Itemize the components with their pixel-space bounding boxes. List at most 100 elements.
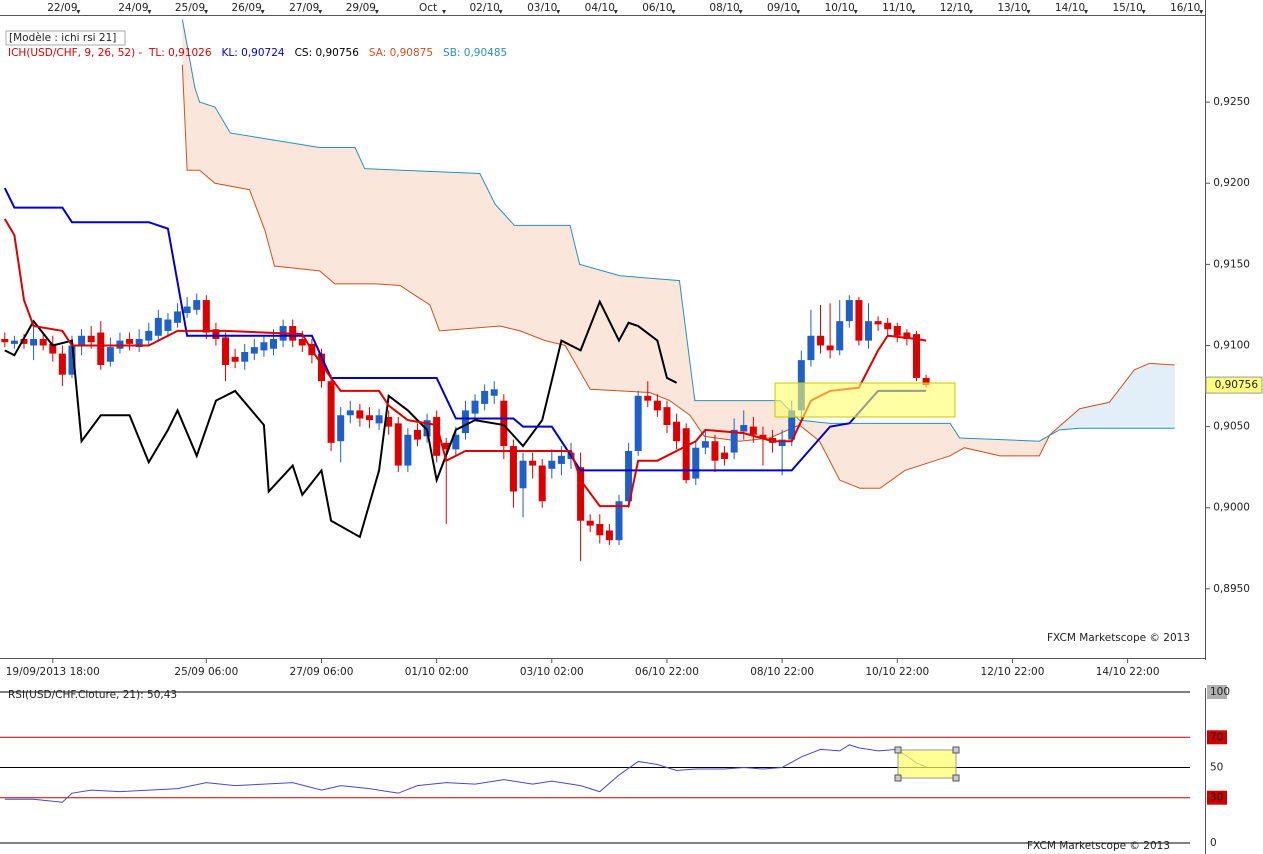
highlight-box	[897, 749, 957, 779]
cloud-fill	[465, 172, 469, 329]
cloud-fill	[347, 147, 351, 284]
cloud-fill	[738, 400, 742, 442]
cloud-fill	[700, 400, 704, 435]
x2-tick-label: 10/10	[825, 2, 855, 14]
cloud-fill	[275, 140, 279, 267]
cloud-fill	[954, 430, 958, 454]
x-tick-label: 08/10 22:00	[750, 666, 814, 678]
cloud-fill	[609, 272, 613, 391]
candle-body	[884, 322, 892, 330]
candle-body	[865, 321, 873, 341]
cloud-fill	[544, 225, 548, 342]
candle-body	[529, 460, 537, 466]
candle-body	[30, 339, 38, 346]
cloud-fill	[189, 58, 193, 171]
candle-body	[58, 353, 66, 375]
x2-tick-label: 03/10	[527, 2, 557, 14]
cloud-fill	[539, 225, 543, 340]
cloud-fill	[184, 32, 188, 171]
cloud-fill	[1122, 381, 1126, 429]
cloud-fill	[983, 438, 987, 453]
cloud-fill	[801, 420, 805, 429]
candle-body	[404, 434, 412, 466]
x2-tick	[1141, 10, 1146, 14]
cloud-fill	[933, 423, 936, 462]
cloud-fill	[1086, 406, 1090, 429]
cloud-fill	[1132, 369, 1136, 429]
cloud-fill	[1149, 363, 1152, 429]
cloud-fill	[810, 421, 814, 437]
cloud-fill	[239, 134, 243, 189]
candle-body	[212, 329, 220, 340]
candle-body	[471, 400, 479, 414]
cloud-fill	[463, 172, 466, 329]
cloud-fill	[242, 134, 246, 189]
cloud-fill	[1130, 372, 1133, 429]
candle-body	[481, 390, 489, 404]
cloud-fill	[251, 136, 255, 203]
cloud-fill	[1161, 364, 1164, 429]
cloud-fill	[381, 169, 385, 285]
cloud-fill	[1041, 438, 1044, 452]
candle-body	[222, 337, 230, 365]
cloud-fill	[1139, 366, 1143, 429]
cloud-fill	[765, 400, 769, 439]
cloud-fill	[208, 105, 212, 181]
cloud-fill	[849, 423, 853, 485]
cloud-fill	[213, 106, 217, 184]
legend-entry: SB: 0,90485	[443, 47, 507, 59]
x-tick-label: 14/10 22:00	[1096, 666, 1160, 678]
cloud-fill	[283, 141, 286, 268]
cloud-fill	[383, 169, 387, 285]
cloud-fill	[1168, 364, 1172, 429]
cloud-fill	[422, 171, 425, 302]
cloud-fill	[1098, 404, 1102, 429]
cloud-fill	[695, 400, 699, 428]
candle-body	[855, 300, 863, 341]
cloud-fill	[323, 147, 327, 277]
cloud-fill	[928, 423, 932, 463]
cloud-fill	[1127, 375, 1131, 429]
cloud-fill	[645, 277, 649, 393]
candle-body	[615, 501, 623, 541]
x-tick-label: 12/10 22:00	[981, 666, 1045, 678]
cloud-fill	[211, 105, 214, 183]
x2-tick-label: 22/09	[47, 2, 77, 14]
cloud-fill	[815, 421, 819, 441]
cloud-fill	[906, 423, 910, 470]
candle-body	[644, 395, 652, 401]
cloud-fill	[846, 423, 850, 485]
cloud-fill	[460, 172, 464, 330]
cloud-fill	[187, 45, 190, 171]
cloud-fill	[1029, 440, 1032, 456]
cloud-fill	[520, 225, 524, 333]
handle	[952, 746, 960, 754]
candle-body	[903, 332, 911, 340]
cloud-fill	[683, 314, 687, 413]
cloud-fill	[482, 178, 485, 328]
cloud-fill	[1106, 402, 1109, 429]
legend-entry: KL: 0,90724	[222, 47, 285, 59]
cloud-fill	[597, 269, 601, 390]
x2-tick	[738, 10, 743, 14]
cloud-fill	[1022, 440, 1025, 456]
x2-tick-label: 26/09	[232, 2, 262, 14]
candle-body	[241, 351, 249, 362]
cloud-fill	[467, 173, 471, 329]
cloud-fill	[1070, 415, 1073, 430]
cloud-fill	[575, 248, 579, 369]
x-tick-label: 27/09 06:00	[290, 666, 354, 678]
cloud-fill	[1146, 363, 1150, 429]
cloud-fill	[618, 275, 622, 392]
handle	[952, 774, 960, 782]
cloud-fill	[443, 171, 447, 331]
cloud-fill	[1144, 364, 1148, 429]
cloud-fill	[554, 225, 557, 344]
cloud-fill	[583, 265, 586, 381]
watermark: FXCM Marketscope © 2013	[1027, 840, 1170, 852]
cloud-fill	[386, 169, 389, 285]
cloud-fill	[247, 135, 250, 190]
indicator-line	[4, 299, 678, 539]
cloud-fill	[875, 423, 879, 489]
cloud-fill	[1110, 397, 1114, 429]
